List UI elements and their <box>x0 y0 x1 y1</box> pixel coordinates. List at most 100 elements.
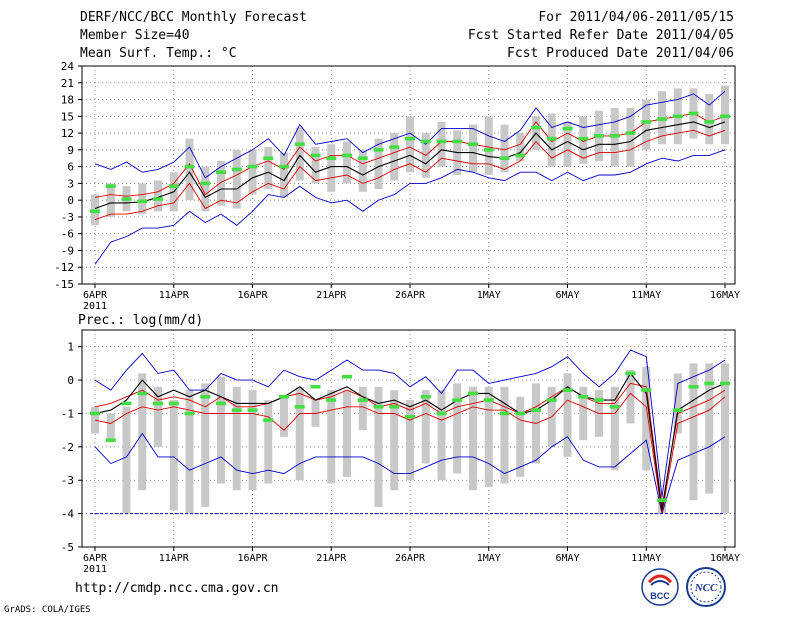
panel2-median-marker <box>310 384 321 389</box>
panel2-median-marker <box>546 398 557 402</box>
panel1-median-marker <box>515 153 526 158</box>
ncc-logo-text: NCC <box>694 582 718 594</box>
panel1-median-marker <box>389 145 400 149</box>
panel1-frame <box>81 65 736 285</box>
panel1-median-marker <box>625 131 636 135</box>
panel2-box <box>390 390 399 491</box>
panel1-median-marker <box>184 164 195 169</box>
source-url[interactable]: http://cmdp.ncc.cma.gov.cn <box>75 581 279 596</box>
panel2-box <box>264 400 273 484</box>
panel2-box <box>106 413 115 441</box>
panel1-median-marker <box>594 134 604 138</box>
panel1-median-marker <box>468 142 478 147</box>
panel1-box <box>437 121 446 167</box>
bcc-logo-text: BCC <box>650 591 670 601</box>
panel2-median-marker <box>342 374 352 379</box>
panel2-box <box>122 406 131 514</box>
panel1-median-marker <box>90 209 100 214</box>
panel2-box <box>201 383 210 507</box>
panel2-box <box>642 366 651 471</box>
panel1-xtick-label: 21APR <box>316 290 347 301</box>
panel1-xtick-label: 16APR <box>237 290 268 301</box>
panel2-median-marker <box>263 418 274 422</box>
panel2-box <box>295 386 304 481</box>
panel2-median-marker <box>720 381 730 386</box>
panel2-median-marker <box>625 371 636 376</box>
panel1-ytick-label: 18 <box>61 94 74 107</box>
panel2-box <box>689 363 698 501</box>
panel1-median-marker <box>546 136 557 141</box>
panel1-line-max <box>94 90 726 179</box>
panel2-median-marker <box>515 411 526 416</box>
panel2-ytick-label: -5 <box>61 541 74 554</box>
panel2-box <box>516 396 525 477</box>
panel1-median-marker <box>231 167 242 172</box>
panel1-box <box>516 133 525 162</box>
panel2-box <box>185 390 194 514</box>
panel1-year-label: 2011 <box>83 301 107 312</box>
panel1-box <box>563 121 572 167</box>
panel1-box <box>642 99 651 150</box>
header-right: For 2011/04/06-2011/05/15 Fcst Started Re… <box>468 9 734 63</box>
panel1-median-marker <box>373 148 384 152</box>
panel1-box <box>500 124 509 173</box>
ncc-logo: NCC <box>686 567 726 607</box>
panel2-xtick-label: 16MAY <box>710 553 740 564</box>
bcc-logo: BCC <box>641 568 679 606</box>
panel1-box <box>232 149 241 209</box>
panel2-median-marker <box>704 381 715 386</box>
panel2-median-marker <box>389 404 400 409</box>
panel2-median-marker <box>531 408 541 412</box>
panel1-median-marker <box>405 136 415 141</box>
panel2-median-marker <box>137 391 148 396</box>
panel1-median-marker <box>263 156 274 161</box>
panel1-box <box>264 147 273 189</box>
panel1-median-marker <box>200 181 211 186</box>
panel2-ytick-label: -3 <box>61 474 74 487</box>
panel1-ytick-label: 6 <box>67 161 74 174</box>
panel2-box <box>421 390 430 464</box>
panel1-xtick-label: 26APR <box>395 290 426 301</box>
panel2-xtick-label: 1MAY <box>477 553 501 564</box>
panel1-box <box>374 138 383 189</box>
forecast-period: For 2011/04/06-2011/05/15 <box>538 10 734 25</box>
panel2-box <box>358 386 367 431</box>
panel2-xtick-label: 26APR <box>395 553 426 564</box>
panel1-box <box>154 180 162 212</box>
panel1-ytick-label: 21 <box>61 77 74 90</box>
panel1-median-marker <box>672 114 683 119</box>
panel1-median-marker <box>483 148 494 152</box>
panel1-ytick-label: -6 <box>61 228 74 241</box>
panel2-box <box>453 383 462 474</box>
panel1-ytick-label: -12 <box>54 261 74 274</box>
grads-credit: GrADS: COLA/IGES <box>4 605 91 615</box>
panel2-box <box>721 363 729 514</box>
panel1-line-lower <box>94 129 726 221</box>
panel2-median-marker <box>594 398 604 402</box>
panel1-median-marker <box>168 184 179 188</box>
panel1-median-marker <box>153 197 163 201</box>
panel1-box <box>343 141 351 184</box>
panel1-line-min <box>94 149 726 265</box>
panel2-median-marker <box>105 438 116 442</box>
panel2-median-marker <box>468 391 478 396</box>
panel1-median-marker <box>326 156 337 161</box>
panel2-median-marker <box>216 401 226 406</box>
panel2-ytick-label: -4 <box>61 508 75 521</box>
panel1-line-upper <box>94 113 726 198</box>
panel2-median-marker <box>688 384 699 389</box>
panel2-box <box>437 390 446 481</box>
panel1-box <box>484 116 493 175</box>
panel2-xtick-label: 16APR <box>237 553 268 564</box>
panel1-box <box>280 152 288 198</box>
panel1-median-marker <box>499 156 510 161</box>
panel1-median-marker <box>562 126 573 131</box>
panel1-median-marker <box>247 164 258 169</box>
panel1-median-marker <box>436 139 447 144</box>
panel1-median-marker <box>704 120 715 124</box>
panel2-xtick-label: 6MAY <box>555 553 579 564</box>
panel1-median-marker <box>688 111 699 116</box>
panel1-xtick-label: 1MAY <box>477 290 501 301</box>
panel2-median-marker <box>153 401 163 406</box>
panel2-box <box>563 373 572 457</box>
